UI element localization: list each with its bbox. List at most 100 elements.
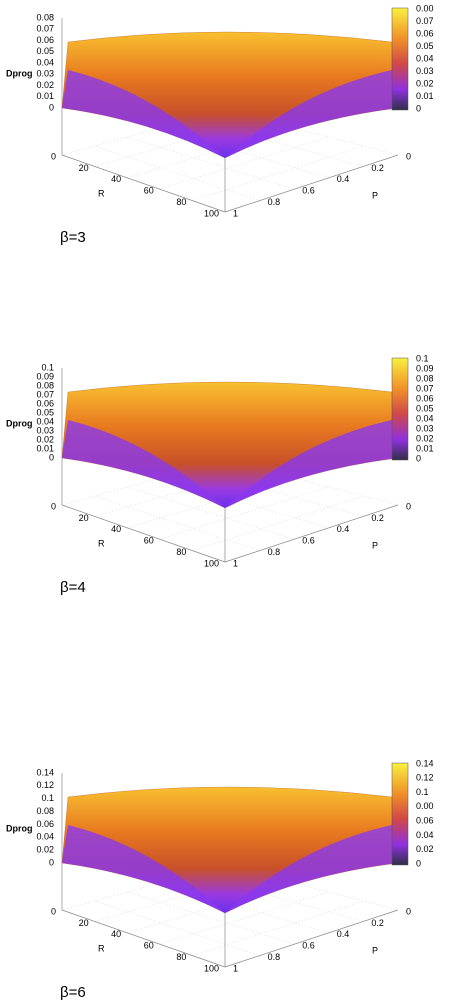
r-tick-label: 40 (111, 929, 121, 939)
p-axis-label: P (372, 945, 378, 955)
z-tick-label: 0.04 (36, 57, 54, 67)
surface-side (62, 70, 225, 158)
z-tick-label: 0.06 (36, 35, 54, 45)
floor-grid (159, 136, 329, 190)
floor-grid (127, 891, 295, 945)
z-tick-label: 0.02 (36, 845, 54, 855)
r-tick-label: 40 (111, 174, 121, 184)
colorbar-tick-label: 0.05 (416, 41, 434, 51)
colorbar-tick-label: 0.01 (416, 443, 434, 453)
z-tick-label: 0.04 (36, 832, 54, 842)
colorbar-tick-label: 0 (416, 858, 421, 868)
surface-side (62, 420, 225, 508)
r-tick-label: 60 (144, 536, 154, 546)
surface-side (225, 70, 398, 158)
z-tick-label: 0 (49, 452, 54, 462)
floor-grid (127, 136, 295, 190)
z-tick-label: 0.07 (36, 24, 54, 34)
floor-grid (61, 864, 226, 911)
z-tick-label: 0 (49, 102, 54, 112)
p-tick-label: 1 (233, 208, 238, 218)
z-axis-label: Dprog (6, 823, 33, 833)
r-axis-label: R (98, 538, 105, 548)
colorbar-tick-label: 0.02 (416, 844, 434, 854)
colorbar-tick-label: 0.07 (416, 16, 434, 26)
p-tick-label: 0.8 (268, 547, 281, 557)
p-tick-label: 0.4 (337, 524, 350, 534)
p-tick-label: 1 (233, 963, 238, 973)
colorbar-tick-label: 0.06 (416, 393, 434, 403)
colorbar (391, 357, 409, 461)
p-tick-label: 1 (233, 558, 238, 568)
r-tick-label: 80 (176, 952, 186, 962)
r-tick-label: 80 (176, 547, 186, 557)
z-tick-label: 0.01 (36, 443, 54, 453)
z-tick-label: 0.06 (36, 819, 54, 829)
colorbar-tick-label: 0.04 (416, 830, 434, 840)
colorbar-tick-label: 0.12 (416, 773, 434, 783)
z-tick-label: 0.1 (41, 362, 54, 372)
r-tick-label: 100 (204, 208, 219, 218)
z-tick-label: 0.03 (36, 69, 54, 79)
r-tick-label: 100 (204, 558, 219, 568)
colorbar (391, 7, 409, 111)
floor-grid (94, 900, 260, 956)
r-axis-label: R (98, 188, 105, 198)
colorbar-tick-label: 0 (416, 453, 421, 463)
floor-grid (127, 486, 295, 540)
colorbar-tick-label: 0.02 (416, 433, 434, 443)
z-tick-label: 0.05 (36, 46, 54, 56)
colorbar-tick-label: 0.14 (416, 758, 434, 768)
colorbar-tick-label: 0.1 (416, 353, 429, 363)
p-tick-label: 0.2 (371, 918, 384, 928)
colorbar-tick-label: 0.03 (416, 66, 434, 76)
colorbar-tick-label: 0.06 (416, 28, 434, 38)
r-tick-label: 60 (144, 186, 154, 196)
z-tick-label: 0.07 (36, 389, 54, 399)
r-tick-label: 0 (51, 906, 56, 916)
floor-grid (94, 145, 260, 201)
colorbar-tick-label: 0.04 (416, 413, 434, 423)
surface (61, 786, 399, 914)
caption: β=4 (60, 579, 86, 596)
colorbar-tick-label: 0.1 (416, 787, 429, 797)
p-tick-label: 0.6 (302, 536, 315, 546)
z-tick-label: 0.09 (36, 371, 54, 381)
axis (224, 154, 399, 213)
surface-side (62, 825, 225, 913)
colorbar-tick-label: 0.08 (416, 373, 434, 383)
floor-grid (127, 127, 295, 179)
z-tick-label: 0.1 (41, 793, 54, 803)
floor-grid (61, 109, 226, 156)
colorbar-tick-label: 0.06 (416, 816, 434, 826)
axis (224, 504, 399, 563)
z-tick-label: 0.02 (36, 80, 54, 90)
z-tick-label: 0.08 (36, 12, 54, 22)
r-tick-label: 60 (144, 941, 154, 951)
r-tick-label: 0 (51, 501, 56, 511)
r-tick-label: 80 (176, 197, 186, 207)
z-tick-label: 0.01 (36, 91, 54, 101)
floor-grid (94, 495, 260, 551)
colorbar-tick-label: 0.00 (416, 3, 434, 13)
p-tick-label: 0.6 (302, 941, 315, 951)
p-axis-label: P (372, 190, 378, 200)
r-tick-label: 40 (111, 524, 121, 534)
floor-grid (127, 882, 295, 934)
r-axis-label: R (98, 943, 105, 953)
r-tick-label: 100 (204, 963, 219, 973)
z-tick-label: 0.08 (36, 806, 54, 816)
z-tick-label: 0.05 (36, 407, 54, 417)
z-tick-label: 0.14 (36, 767, 54, 777)
colorbar-tick-label: 0.04 (416, 53, 434, 63)
z-tick-label: 0.12 (36, 780, 54, 790)
p-tick-label: 0.6 (302, 186, 315, 196)
floor-grid (159, 486, 329, 540)
axis (61, 154, 226, 213)
z-tick-label: 0.08 (36, 380, 54, 390)
p-tick-label: 0.4 (337, 174, 350, 184)
surface-side (225, 825, 398, 913)
r-tick-label: 0 (51, 151, 56, 161)
z-axis-label: Dprog (6, 418, 33, 428)
surface (61, 31, 399, 159)
